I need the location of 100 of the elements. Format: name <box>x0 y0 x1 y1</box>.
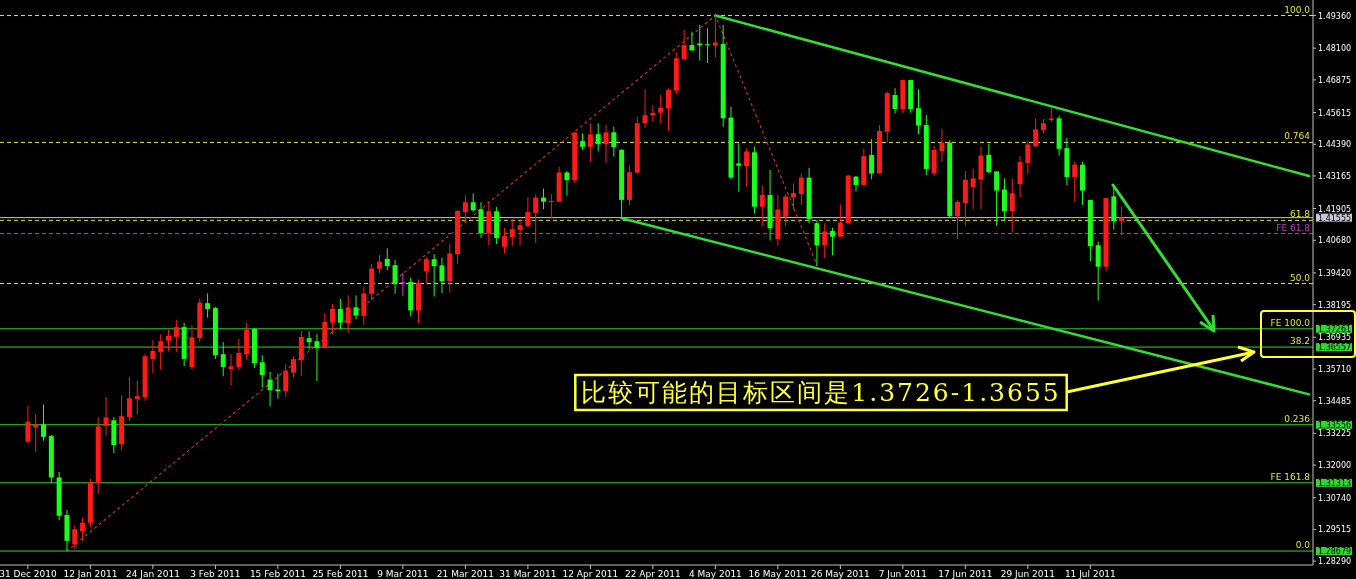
candlestick <box>392 259 398 295</box>
annotation: 50.0 <box>1289 272 1311 283</box>
x-tick-label: 31 Dec 2010 <box>0 569 57 579</box>
candlestick <box>283 363 289 398</box>
candlestick <box>939 128 945 163</box>
y-tick-label: 1.46875 <box>1318 75 1352 85</box>
candlestick <box>962 170 968 227</box>
candlestick <box>126 376 132 422</box>
candlestick <box>1095 240 1101 302</box>
ref-line-label: 1.41555 <box>1318 213 1352 223</box>
candlestick <box>400 272 406 297</box>
ref-line-label: 1.37261 <box>1318 324 1352 334</box>
y-tick-label: 1.36935 <box>1318 333 1352 343</box>
candlestick <box>205 292 211 319</box>
ref-line-label: 1.36557 <box>1318 343 1352 353</box>
x-tick-label: 17 Jun 2011 <box>938 569 993 579</box>
candlestick <box>970 168 976 210</box>
candlestick <box>41 403 47 442</box>
candlestick <box>790 182 796 210</box>
candlestick <box>291 355 297 379</box>
candlestick <box>509 219 515 247</box>
candlestick <box>1033 117 1039 148</box>
ref-line-label: 1.33556 <box>1318 420 1352 430</box>
candlestick <box>814 219 820 267</box>
candlestick <box>353 294 359 320</box>
y-tick-label: 1.35710 <box>1318 364 1352 374</box>
candlestick <box>853 175 859 193</box>
candlestick <box>955 199 961 240</box>
y-tick-label: 1.45615 <box>1318 108 1352 118</box>
y-tick-label: 1.32000 <box>1318 461 1352 471</box>
candlestick <box>712 15 718 58</box>
x-tick-label: 26 May 2011 <box>811 569 870 579</box>
candlestick <box>548 193 554 220</box>
candlestick <box>1001 177 1007 222</box>
candlestick <box>525 197 531 229</box>
candlestick <box>587 122 593 163</box>
y-tick-label: 1.44390 <box>1318 140 1352 150</box>
y-tick-label: 1.38195 <box>1318 300 1352 310</box>
candlestick <box>1017 155 1023 198</box>
x-tick-label: 7 Jun 2011 <box>878 569 928 579</box>
candlestick <box>306 330 312 351</box>
candlestick <box>736 142 742 193</box>
candlestick <box>666 87 671 131</box>
candlestick <box>564 170 570 197</box>
x-tick-label: 12 Jan 2011 <box>63 569 118 579</box>
candlestick <box>658 94 664 124</box>
candlestick <box>1072 161 1078 203</box>
candlestick <box>595 122 601 152</box>
candlestick <box>330 303 336 335</box>
candlestick <box>384 247 390 271</box>
x-tick-label: 9 Mar 2011 <box>377 569 429 579</box>
candlestick <box>337 298 343 330</box>
candlestick <box>345 294 351 334</box>
candlestick <box>470 192 476 213</box>
y-tick-label: 1.49360 <box>1318 11 1352 21</box>
candlestick <box>986 143 992 174</box>
ref-line-label: 1.28679 <box>1318 547 1352 557</box>
candlestick <box>744 147 750 188</box>
candlestick <box>541 188 547 210</box>
annotation: 100.0 <box>1284 4 1311 15</box>
annotation: FE 61.8 <box>1276 222 1311 233</box>
candlestick <box>298 330 304 377</box>
y-tick-label: 1.40680 <box>1318 236 1352 246</box>
candlestick <box>1009 177 1015 234</box>
x-tick-label: 3 Feb 2011 <box>190 569 241 579</box>
candlestick <box>314 333 320 382</box>
annotation: 38.2 <box>1289 336 1310 347</box>
x-tick-label: 15 Feb 2011 <box>249 569 306 579</box>
candlestick <box>892 87 898 114</box>
x-tick-label: 29 Jun 2011 <box>1000 569 1055 579</box>
y-tick-label: 1.28290 <box>1318 557 1352 567</box>
candlestick <box>1025 140 1031 175</box>
candlestick <box>25 405 31 445</box>
candlestick <box>705 27 711 64</box>
y-tick-label: 1.48100 <box>1318 44 1352 54</box>
x-tick-label: 31 Mar 2011 <box>499 569 557 579</box>
candlestick <box>869 138 875 180</box>
annotation: 0.764 <box>1284 131 1311 142</box>
candlestick <box>150 339 156 374</box>
annotation: FE 100.0 <box>1270 317 1311 328</box>
x-tick-label: 24 Jan 2011 <box>125 569 180 579</box>
y-tick-label: 1.30740 <box>1318 493 1352 503</box>
candlestick <box>798 172 804 206</box>
candlestick <box>220 341 226 377</box>
candlestick <box>80 517 86 542</box>
candlestick <box>158 333 164 370</box>
candlestick <box>681 29 687 60</box>
candlestick <box>478 201 484 239</box>
candlestick <box>642 88 648 129</box>
candlestick <box>72 525 78 550</box>
candlestick <box>915 88 921 135</box>
x-tick-label: 21 Mar 2011 <box>436 569 494 579</box>
candlestick <box>611 126 617 158</box>
x-tick-label: 4 May 2011 <box>688 569 742 579</box>
candlestick <box>376 254 382 274</box>
candlestick <box>439 257 445 294</box>
candlestick <box>423 256 429 285</box>
candlestick <box>134 379 140 415</box>
candlestick <box>173 319 179 353</box>
y-tick-label: 1.41905 <box>1318 204 1352 214</box>
